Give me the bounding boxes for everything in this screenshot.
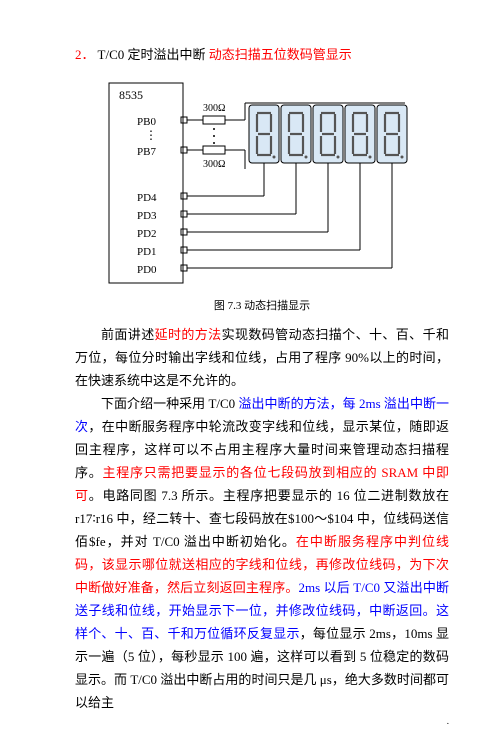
- heading-tail: 动态扫描五位数码管显示: [209, 47, 352, 62]
- pin-pb0: PB0: [137, 116, 156, 128]
- pin-pd0: PD0: [137, 264, 157, 276]
- paragraph-1: 前面讲述延时的方法实现数码管动态扫描个、十、百、千和万位，每位分时输出字线和位线…: [75, 323, 449, 392]
- pin-pd2: PD2: [137, 228, 157, 240]
- pin-pd4: PD4: [137, 192, 157, 204]
- pin-pd3: PD3: [137, 210, 157, 222]
- resistor-top-label: 300Ω: [203, 103, 225, 114]
- figure-caption: 图 7.3 动态扫描显示: [75, 297, 449, 313]
- p1-t1: 前面讲述: [101, 327, 155, 342]
- figure-7-3: 8535 PB0 ⋮ PB7 PD4 PD3 PD2 PD1 PD0 300Ω: [75, 81, 449, 291]
- pin-pd1: PD1: [137, 246, 157, 258]
- pin-pb7: PB7: [137, 146, 156, 158]
- p2-t1: 下面介绍一种采用 T/C0: [101, 396, 238, 411]
- circuit-diagram: 8535 PB0 ⋮ PB7 PD4 PD3 PD2 PD1 PD0 300Ω: [107, 81, 417, 286]
- resistor-bot-label: 300Ω: [203, 159, 225, 170]
- pin-ellipsis: ⋮: [145, 128, 157, 142]
- digit-group: [249, 105, 407, 163]
- heading-num: 2．: [75, 47, 95, 62]
- section-heading: 2． T/C0 定时溢出中断 动态扫描五位数码管显示: [75, 44, 449, 63]
- chip-label: 8535: [119, 88, 143, 102]
- p1-t2: 延时的方法: [155, 327, 222, 342]
- paragraph-2: 下面介绍一种采用 T/C0 溢出中断的方法，每 2ms 溢出中断一次，在中断服务…: [75, 392, 449, 714]
- page-footer-mark: .: [447, 716, 449, 726]
- heading-main: T/C0 定时溢出中断: [98, 47, 206, 62]
